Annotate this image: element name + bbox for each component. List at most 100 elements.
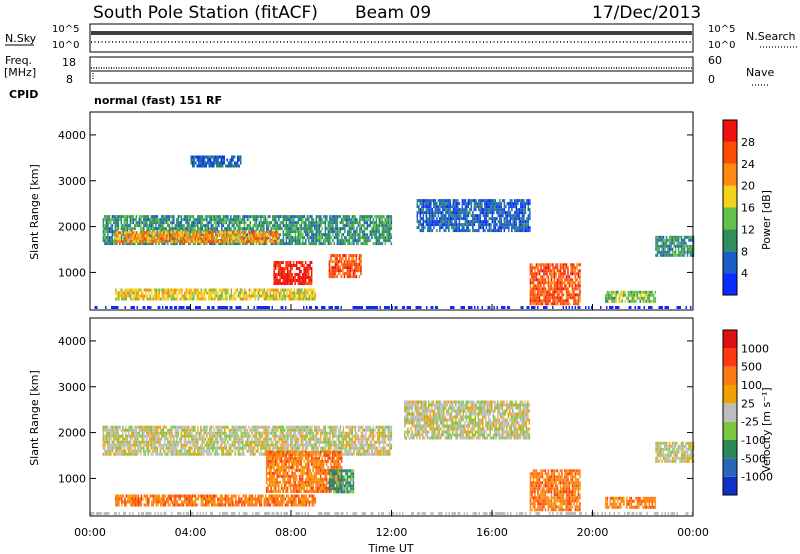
power-cell — [440, 211, 443, 215]
power-cell — [213, 242, 216, 246]
power-cell — [345, 215, 348, 219]
power-cell — [665, 250, 668, 254]
power-cell — [547, 263, 550, 267]
power-cell — [642, 296, 645, 300]
power-cell — [182, 240, 185, 244]
power-cell — [113, 233, 115, 237]
power-cell — [329, 221, 331, 225]
power-cell — [482, 211, 485, 215]
power-cell — [272, 218, 274, 222]
power-cell — [104, 230, 106, 234]
velocity-cell — [152, 449, 154, 453]
power-cell — [476, 202, 479, 206]
power-cell — [546, 269, 548, 273]
power-cell — [180, 215, 183, 219]
power-cell — [422, 205, 425, 209]
power-cell — [250, 297, 252, 301]
power-cell — [550, 281, 553, 285]
power-cell — [214, 291, 216, 295]
power-cell — [148, 288, 150, 292]
power-cell — [291, 267, 293, 270]
velocity-cell — [116, 449, 118, 453]
power-cell — [454, 217, 456, 221]
power-cell — [627, 293, 630, 297]
velocity-cell — [209, 425, 211, 429]
power-cell — [193, 164, 195, 168]
power-cell — [577, 306, 579, 309]
power-cell — [273, 282, 275, 285]
power-cell — [526, 199, 528, 203]
power-cell — [246, 224, 249, 228]
power-cell — [535, 278, 538, 282]
power-cell — [460, 223, 462, 227]
power-cell — [442, 220, 444, 224]
power-cell — [102, 224, 105, 228]
power-cell — [487, 220, 489, 224]
power-cell — [296, 227, 298, 231]
power-cell — [553, 290, 556, 294]
power-cell — [183, 236, 186, 240]
velocity-cell — [194, 449, 196, 453]
power-cell — [559, 284, 562, 288]
velocity-cell — [188, 452, 190, 456]
power-cell — [285, 279, 287, 282]
velocity-cell — [152, 452, 154, 456]
power-cell — [116, 242, 118, 246]
power-cell — [673, 235, 675, 239]
power-cell — [161, 237, 164, 241]
power-cell — [263, 237, 266, 241]
power-cell — [279, 233, 282, 237]
power-cell — [324, 306, 326, 309]
power-cell — [287, 224, 289, 228]
power-cell — [375, 227, 378, 231]
power-cell — [271, 234, 273, 238]
power-cell — [360, 257, 362, 261]
power-cell — [421, 217, 423, 221]
power-cell — [138, 224, 141, 228]
velocity-cell — [176, 428, 178, 432]
power-cell — [240, 227, 243, 231]
power-cell — [215, 215, 217, 219]
power-cell — [163, 240, 165, 244]
power-cell — [451, 220, 453, 224]
velocity-cell — [167, 428, 169, 432]
power-cell — [518, 220, 521, 224]
velocity-cell — [129, 434, 132, 438]
power-cell — [286, 276, 289, 279]
power-cell — [125, 294, 128, 298]
power-cell — [205, 231, 207, 235]
power-cell — [275, 237, 278, 241]
power-cell — [140, 294, 143, 298]
power-cell — [157, 237, 159, 241]
power-cell — [428, 223, 431, 227]
power-cell — [294, 215, 297, 219]
power-cell — [198, 155, 200, 159]
power-cell — [237, 158, 239, 162]
power-cell — [184, 294, 186, 298]
power-cell — [686, 250, 689, 254]
power-cell — [176, 294, 179, 298]
power-cell — [158, 294, 161, 298]
power-cell — [125, 291, 128, 295]
power-cell — [143, 240, 146, 244]
power-cell — [428, 217, 431, 221]
velocity-cell — [209, 446, 211, 450]
velocity-cell — [176, 437, 178, 441]
velocity-cell — [180, 437, 183, 441]
velocity-cell — [179, 425, 181, 429]
power-cell — [233, 294, 236, 298]
power-cell — [494, 220, 497, 224]
power-cell — [491, 199, 494, 203]
power-cell — [573, 272, 575, 276]
power-cell — [439, 229, 441, 233]
power-cell — [565, 306, 567, 309]
power-cell — [446, 223, 449, 227]
power-cell — [309, 276, 311, 279]
power-cell — [135, 218, 138, 222]
power-cell — [339, 221, 342, 225]
velocity-cell — [203, 428, 205, 432]
power-cell — [201, 158, 203, 162]
power-cell — [173, 294, 176, 298]
power-cell — [300, 276, 302, 279]
power-cell — [686, 235, 689, 239]
